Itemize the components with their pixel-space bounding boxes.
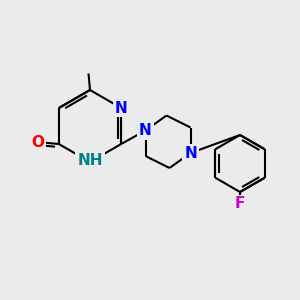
Text: O: O: [31, 135, 44, 150]
Text: N: N: [184, 146, 197, 160]
Text: N: N: [115, 100, 128, 116]
Text: F: F: [235, 196, 245, 211]
Text: N: N: [139, 123, 152, 138]
Text: NH: NH: [77, 153, 103, 168]
